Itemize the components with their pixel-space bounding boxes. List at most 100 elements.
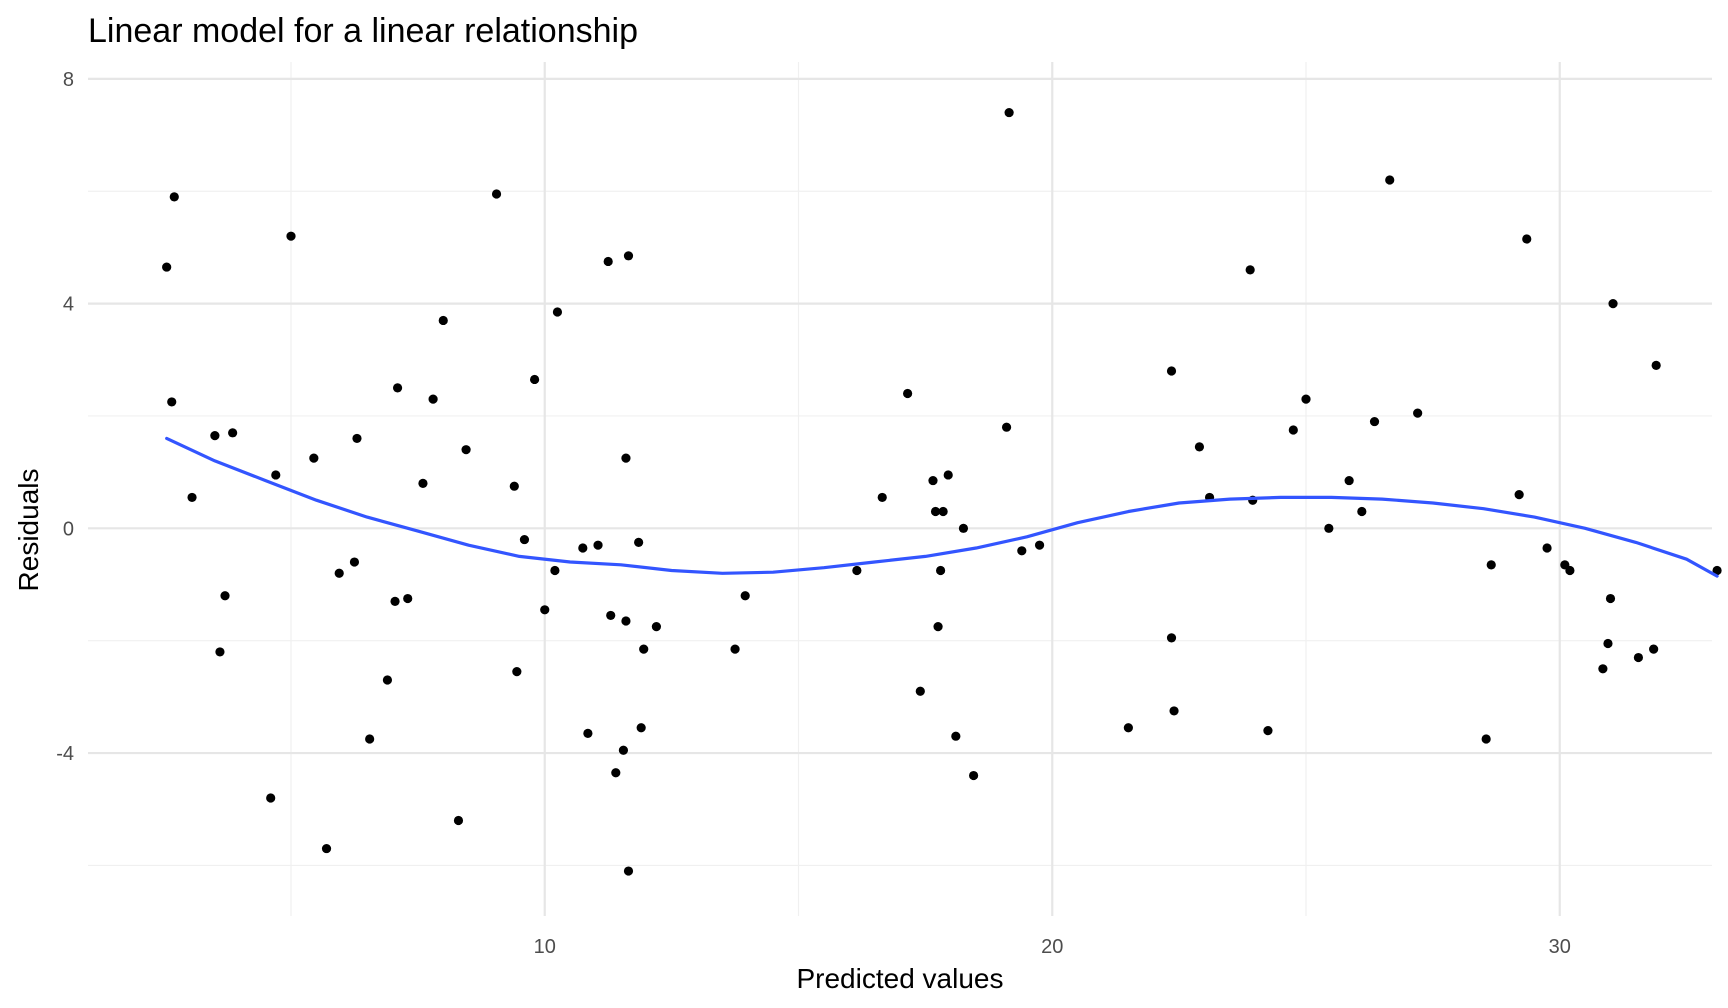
y-tick-label: 4 bbox=[63, 294, 74, 316]
residual-point bbox=[461, 445, 471, 455]
residual-point bbox=[1542, 543, 1552, 553]
residual-point bbox=[352, 433, 362, 444]
residual-point bbox=[1651, 360, 1661, 370]
residual-point bbox=[1603, 638, 1613, 649]
y-tick-label: 0 bbox=[63, 518, 74, 540]
residual-points bbox=[162, 107, 1722, 876]
y-tick-label: 8 bbox=[63, 69, 74, 91]
residual-point bbox=[852, 565, 862, 576]
residual-point bbox=[621, 453, 631, 463]
x-tick-label: 30 bbox=[1549, 936, 1571, 958]
residual-point bbox=[162, 262, 172, 272]
residual-point bbox=[1486, 560, 1496, 570]
residual-point bbox=[938, 506, 948, 517]
residual-point bbox=[1712, 565, 1722, 576]
residual-point bbox=[651, 622, 662, 632]
residual-point bbox=[215, 647, 225, 657]
residual-point bbox=[169, 192, 179, 202]
residual-point bbox=[915, 686, 925, 696]
x-axis-tick-labels: 10 20 30 bbox=[534, 936, 1571, 958]
residual-point bbox=[611, 768, 621, 778]
residual-point bbox=[740, 591, 750, 601]
residual-point bbox=[403, 593, 413, 604]
residual-point bbox=[1385, 175, 1395, 185]
residual-point bbox=[623, 866, 634, 876]
residual-point bbox=[271, 470, 281, 480]
residual-point bbox=[1194, 442, 1205, 452]
residual-point bbox=[593, 540, 603, 550]
residual-point bbox=[550, 565, 560, 576]
residual-point bbox=[618, 745, 629, 755]
residual-point bbox=[583, 728, 593, 739]
smooth-trend-line bbox=[165, 436, 1719, 578]
residual-point bbox=[1514, 490, 1524, 500]
residual-point bbox=[606, 610, 616, 621]
residual-point bbox=[933, 622, 943, 632]
residual-point bbox=[603, 256, 613, 267]
y-axis-title: Residuals bbox=[13, 469, 44, 592]
residual-point bbox=[968, 770, 979, 781]
residual-point bbox=[634, 537, 644, 547]
residual-point bbox=[365, 734, 375, 744]
residual-point bbox=[390, 596, 400, 606]
residual-point bbox=[286, 231, 296, 241]
residual-point bbox=[930, 506, 941, 517]
y-axis-tick-labels: -4 0 4 8 bbox=[56, 69, 74, 765]
residual-point bbox=[509, 481, 519, 491]
residual-point bbox=[636, 723, 646, 733]
residual-point bbox=[1357, 506, 1367, 517]
residual-point bbox=[1633, 652, 1644, 663]
residual-point bbox=[1166, 633, 1177, 643]
residual-point bbox=[491, 189, 502, 199]
residual-point bbox=[1649, 644, 1659, 654]
residual-point bbox=[428, 394, 438, 404]
residual-point bbox=[623, 251, 634, 261]
residual-point bbox=[552, 307, 563, 317]
x-tick-label: 20 bbox=[1041, 936, 1063, 958]
residual-point bbox=[321, 843, 332, 854]
x-tick-label: 10 bbox=[534, 936, 556, 958]
residual-point bbox=[1605, 593, 1616, 604]
residual-point bbox=[1166, 366, 1177, 376]
residual-point bbox=[951, 731, 961, 741]
residual-point bbox=[1017, 546, 1027, 556]
residual-point bbox=[1004, 107, 1014, 118]
residual-point bbox=[438, 315, 448, 326]
residual-point bbox=[578, 543, 588, 553]
major-gridlines bbox=[88, 62, 1712, 916]
residual-point bbox=[1565, 565, 1575, 576]
residual-point bbox=[1598, 664, 1608, 674]
residual-point bbox=[1413, 408, 1423, 418]
residual-point bbox=[1522, 234, 1532, 244]
residual-point bbox=[210, 431, 220, 441]
residual-point bbox=[530, 374, 540, 385]
residual-point bbox=[519, 534, 530, 545]
residual-point bbox=[540, 605, 550, 615]
residual-point bbox=[187, 492, 197, 503]
residual-point bbox=[1324, 523, 1334, 533]
residual-point bbox=[1608, 298, 1618, 309]
residual-point bbox=[1369, 416, 1380, 427]
residual-point bbox=[1481, 734, 1491, 744]
residual-point bbox=[418, 478, 428, 488]
residual-point bbox=[334, 568, 344, 578]
residual-point bbox=[1344, 475, 1354, 486]
residual-point bbox=[309, 453, 319, 463]
residual-point bbox=[1301, 394, 1311, 404]
residual-point bbox=[266, 793, 276, 803]
chart-title: Linear model for a linear relationship bbox=[88, 12, 638, 50]
x-axis-title: Predicted values bbox=[796, 963, 1003, 994]
residual-point bbox=[1288, 425, 1298, 435]
residual-point bbox=[936, 565, 946, 576]
residual-point bbox=[392, 383, 403, 393]
residual-point bbox=[730, 644, 740, 654]
residual-point bbox=[621, 616, 631, 626]
residual-point bbox=[1263, 725, 1273, 736]
residual-point bbox=[1245, 265, 1255, 275]
residual-point bbox=[1169, 706, 1179, 716]
residual-point bbox=[453, 815, 464, 826]
residual-point bbox=[512, 666, 522, 677]
residual-point bbox=[958, 523, 969, 533]
residual-point bbox=[639, 644, 649, 654]
